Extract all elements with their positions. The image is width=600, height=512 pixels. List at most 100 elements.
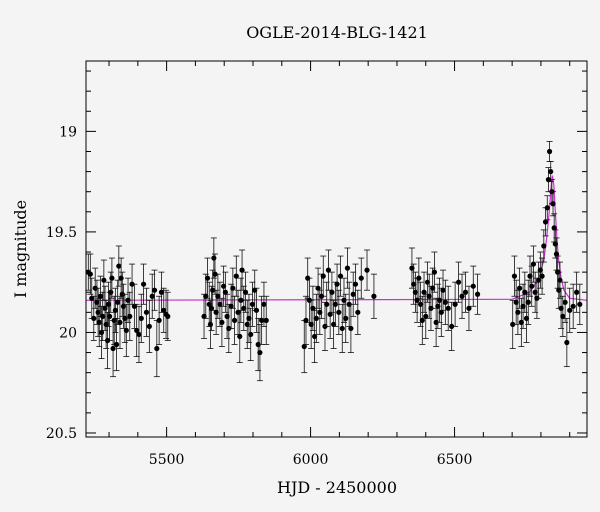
data-point (414, 297, 420, 303)
data-point (412, 289, 418, 295)
data-point (436, 297, 443, 303)
data-point (544, 205, 550, 211)
data-point (249, 301, 256, 307)
data-point (263, 317, 269, 323)
data-point (94, 299, 100, 305)
data-point (371, 293, 377, 299)
data-point (96, 319, 102, 325)
data-point (364, 267, 370, 273)
data-point (438, 309, 444, 315)
data-point (228, 303, 234, 309)
data-point (112, 307, 118, 313)
data-point (523, 315, 530, 321)
data-point (154, 345, 160, 352)
data-point (248, 331, 254, 338)
data-point (231, 317, 238, 323)
data-point (253, 307, 260, 313)
data-point (466, 305, 472, 311)
data-point (433, 319, 439, 325)
data-point (324, 301, 330, 307)
data-point (530, 261, 537, 267)
data-point (325, 267, 332, 273)
data-point (341, 297, 347, 303)
data-point (239, 267, 245, 273)
data-point (113, 341, 120, 348)
data-point (515, 309, 521, 315)
data-point (570, 303, 576, 309)
data-point (105, 301, 112, 307)
data-point (89, 295, 95, 301)
data-point (343, 315, 349, 321)
data-point (327, 311, 333, 317)
data-point (244, 321, 250, 328)
data-point (564, 339, 570, 346)
data-point (455, 279, 462, 285)
data-point (259, 317, 265, 323)
data-point (313, 315, 319, 321)
data-point (550, 201, 556, 207)
data-point (161, 307, 167, 313)
data-point (203, 293, 209, 299)
chart-title: OGLE-2014-BLG-1421 (246, 23, 428, 42)
data-point (355, 309, 361, 315)
data-point (115, 299, 121, 305)
data-point (350, 291, 356, 297)
data-point (339, 325, 345, 332)
data-point (416, 275, 422, 281)
data-point (435, 303, 441, 309)
data-point (317, 309, 323, 315)
data-point (165, 313, 171, 319)
data-point (91, 315, 97, 321)
data-point (221, 283, 227, 289)
data-point (520, 303, 526, 309)
data-point (143, 309, 150, 315)
data-point (158, 289, 165, 295)
data-point (459, 293, 465, 299)
data-point (430, 285, 436, 291)
data-point (411, 281, 417, 287)
data-point (358, 275, 364, 281)
x-axis-label: HJD - 2450000 (277, 478, 397, 497)
data-point (510, 321, 516, 328)
data-point (217, 301, 223, 307)
data-point (536, 277, 542, 283)
data-point (242, 289, 249, 295)
data-point (409, 265, 415, 271)
data-point (423, 313, 429, 319)
data-point (344, 265, 351, 271)
data-point (348, 325, 354, 332)
data-point (255, 341, 261, 348)
data-point (336, 309, 342, 315)
data-point (146, 323, 152, 330)
x-tick-label: 5500 (149, 452, 185, 468)
data-point (107, 313, 113, 319)
data-point (222, 289, 228, 295)
data-point (116, 263, 122, 269)
data-point (201, 313, 207, 319)
data-point (213, 309, 219, 315)
data-point (315, 285, 321, 291)
data-point (558, 305, 564, 311)
data-point (100, 313, 106, 319)
data-point (513, 299, 519, 305)
data-point (537, 267, 543, 273)
data-point (140, 281, 147, 287)
axis-ticks: 5500 6000 6500 19 19.5 20 20.5 (46, 61, 587, 468)
data-point (320, 273, 326, 279)
data-point (110, 345, 116, 352)
data-point (532, 289, 538, 295)
data-point (452, 301, 458, 307)
data-point (529, 283, 535, 289)
data-point (557, 277, 563, 283)
data-point (527, 273, 533, 279)
data-point (539, 273, 545, 279)
data-point (562, 299, 568, 305)
data-point (238, 297, 244, 303)
data-point (560, 313, 566, 319)
data-point (442, 299, 448, 305)
data-point (553, 251, 560, 257)
data-point (312, 333, 318, 340)
data-point (552, 241, 558, 247)
data-point (577, 301, 583, 307)
